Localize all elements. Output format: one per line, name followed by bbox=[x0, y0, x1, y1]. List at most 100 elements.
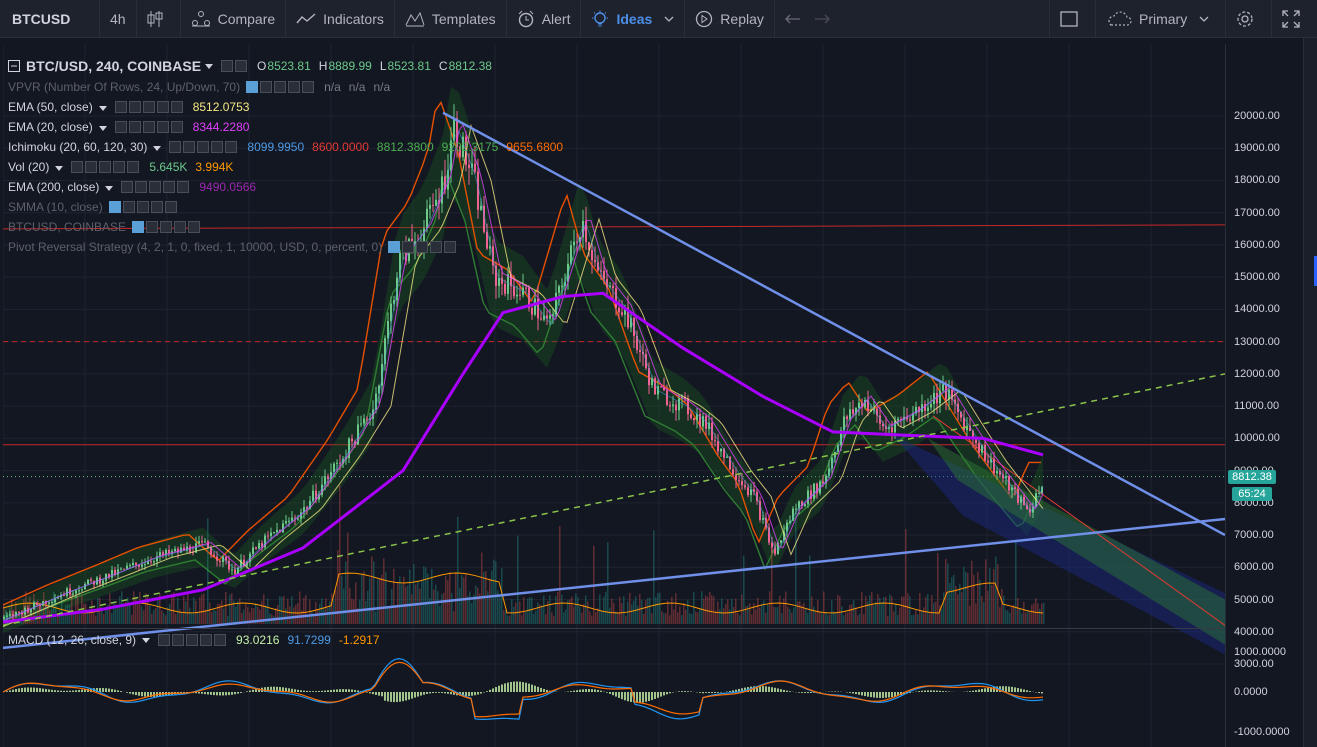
close-icon[interactable] bbox=[177, 181, 190, 193]
eye-icon[interactable] bbox=[158, 634, 171, 646]
ema-200-line[interactable] bbox=[3, 291, 1044, 624]
eye-icon[interactable] bbox=[108, 201, 121, 213]
close-icon[interactable] bbox=[188, 221, 201, 233]
ema-50-line[interactable] bbox=[3, 123, 1044, 628]
add-icon[interactable] bbox=[200, 634, 213, 646]
eye-icon[interactable] bbox=[246, 81, 259, 93]
right-scrollbar[interactable] bbox=[1303, 38, 1317, 747]
eye-icon[interactable] bbox=[121, 181, 134, 193]
fullscreen-mode-button[interactable] bbox=[1049, 0, 1096, 38]
indicator-title[interactable]: BTCUSD, COINBASE bbox=[8, 220, 127, 234]
caret-down-icon[interactable] bbox=[55, 160, 71, 174]
close-icon[interactable] bbox=[127, 161, 140, 173]
interval-button[interactable]: 4h bbox=[100, 0, 137, 38]
caret-down-icon[interactable] bbox=[105, 180, 121, 194]
trendline[interactable] bbox=[3, 517, 1225, 650]
replay-button[interactable]: Replay bbox=[685, 0, 775, 38]
layout-button[interactable]: Primary bbox=[1096, 0, 1226, 38]
pane-separator[interactable] bbox=[3, 628, 1225, 629]
indicator-title[interactable]: EMA (20, close) bbox=[8, 120, 93, 134]
settings-icon[interactable] bbox=[128, 121, 141, 133]
trendline[interactable] bbox=[3, 373, 1225, 627]
eye-icon[interactable] bbox=[388, 241, 401, 253]
indicators-button[interactable]: Indicators bbox=[286, 0, 395, 38]
format-icon[interactable] bbox=[186, 634, 199, 646]
alert-button[interactable]: Alert bbox=[507, 0, 582, 38]
indicator-title[interactable]: EMA (200, close) bbox=[8, 180, 100, 194]
format-icon[interactable] bbox=[136, 201, 149, 213]
caret-down-icon[interactable] bbox=[142, 637, 151, 643]
eye-icon[interactable] bbox=[132, 221, 145, 233]
caret-down-icon[interactable] bbox=[153, 140, 169, 154]
eye-icon[interactable] bbox=[71, 161, 84, 173]
add-icon[interactable] bbox=[150, 201, 163, 213]
close-icon[interactable] bbox=[170, 121, 183, 133]
add-icon[interactable] bbox=[211, 141, 224, 153]
indicator-title[interactable]: VPVR (Number Of Rows, 24, Up/Down, 70) bbox=[8, 80, 241, 94]
macd-pane[interactable] bbox=[3, 658, 1044, 720]
indicator-title[interactable]: Ichimoku (20, 60, 120, 30) bbox=[8, 140, 148, 154]
ideas-button[interactable]: Ideas bbox=[581, 0, 686, 38]
settings-icon[interactable] bbox=[221, 60, 234, 72]
redo-icon[interactable] bbox=[814, 13, 830, 25]
caret-down-icon[interactable] bbox=[98, 100, 115, 114]
format-icon[interactable] bbox=[197, 141, 210, 153]
format-icon[interactable] bbox=[235, 60, 248, 72]
indicator-title[interactable]: EMA (50, close) bbox=[8, 100, 93, 114]
chart-style-button[interactable] bbox=[137, 0, 181, 38]
scroll-handle[interactable] bbox=[1314, 256, 1317, 286]
format-icon[interactable] bbox=[142, 101, 155, 113]
settings-icon[interactable] bbox=[122, 201, 135, 213]
templates-button[interactable]: Templates bbox=[395, 0, 507, 38]
settings-icon[interactable] bbox=[135, 181, 148, 193]
add-icon[interactable] bbox=[288, 81, 301, 93]
settings-icon[interactable] bbox=[260, 81, 273, 93]
settings-icon[interactable] bbox=[85, 161, 98, 173]
caret-down-icon[interactable] bbox=[98, 120, 115, 134]
add-icon[interactable] bbox=[113, 161, 126, 173]
settings-icon[interactable] bbox=[128, 101, 141, 113]
format-icon[interactable] bbox=[142, 121, 155, 133]
close-icon[interactable] bbox=[225, 141, 238, 153]
add-icon[interactable] bbox=[156, 121, 169, 133]
indicator-title[interactable]: Pivot Reversal Strategy (4, 2, 1, 0, fix… bbox=[8, 240, 383, 254]
format-icon[interactable] bbox=[160, 221, 173, 233]
indicator-title[interactable]: SMMA (10, close) bbox=[8, 200, 103, 214]
horizontal-level-line[interactable] bbox=[3, 224, 1225, 230]
settings-icon[interactable] bbox=[146, 221, 159, 233]
price-axis[interactable]: 20000.00 19000.00 18000.00 17000.00 16000.00… bbox=[1225, 44, 1303, 747]
add-icon[interactable] bbox=[156, 101, 169, 113]
format-icon[interactable] bbox=[274, 81, 287, 93]
format-icon[interactable] bbox=[149, 181, 162, 193]
close-icon[interactable] bbox=[170, 101, 183, 113]
symbol-search-button[interactable]: BTCUSD bbox=[0, 0, 100, 38]
settings-icon[interactable] bbox=[183, 141, 196, 153]
settings-button[interactable] bbox=[1226, 0, 1272, 38]
close-icon[interactable] bbox=[214, 634, 227, 646]
ema-20-line[interactable] bbox=[3, 123, 1044, 622]
close-icon[interactable] bbox=[164, 201, 177, 213]
trendline[interactable] bbox=[442, 111, 1225, 537]
tenkan-line[interactable] bbox=[3, 130, 1044, 621]
collapse-icon[interactable] bbox=[8, 60, 20, 72]
add-icon[interactable] bbox=[174, 221, 187, 233]
close-icon[interactable] bbox=[444, 241, 457, 253]
candlestick-series[interactable] bbox=[3, 104, 1043, 622]
price-chart[interactable] bbox=[3, 44, 1225, 747]
format-icon[interactable] bbox=[416, 241, 429, 253]
add-icon[interactable] bbox=[163, 181, 176, 193]
eye-icon[interactable] bbox=[114, 101, 127, 113]
eye-icon[interactable] bbox=[169, 141, 182, 153]
maximize-button[interactable] bbox=[1272, 0, 1317, 38]
eye-icon[interactable] bbox=[114, 121, 127, 133]
caret-down-icon[interactable] bbox=[205, 63, 214, 69]
settings-icon[interactable] bbox=[402, 241, 415, 253]
main-series-title[interactable]: BTC/USD, 240, COINBASE bbox=[26, 58, 202, 74]
undo-icon[interactable] bbox=[784, 13, 801, 25]
macd-title[interactable]: MACD (12, 26, close, 9) bbox=[8, 633, 137, 647]
indicator-title[interactable]: Vol (20) bbox=[8, 160, 50, 174]
close-icon[interactable] bbox=[302, 81, 315, 93]
add-icon[interactable] bbox=[430, 241, 443, 253]
compare-button[interactable]: Compare bbox=[181, 0, 287, 38]
format-icon[interactable] bbox=[99, 161, 112, 173]
